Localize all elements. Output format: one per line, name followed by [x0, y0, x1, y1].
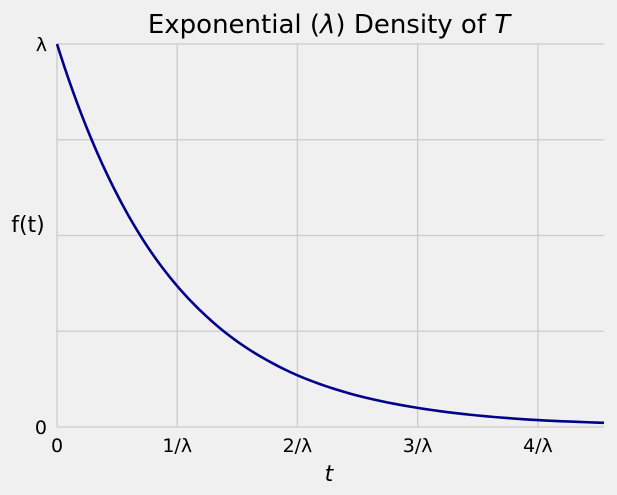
y-tick-label-0: 0: [35, 417, 47, 439]
title-symbol: λ: [318, 10, 335, 40]
y-tick-label-4: λ: [36, 34, 47, 56]
title-variable: T: [494, 10, 512, 40]
chart-title: Exponential (λ) Density of T: [148, 10, 512, 40]
curve-layer: [55, 43, 605, 425]
x-tick-label-1: 1/λ: [162, 435, 192, 457]
x-tick-label-0: 0: [51, 435, 63, 457]
title-middle: ) Density of: [335, 10, 494, 40]
density-curve-0: [55, 43, 605, 425]
tick-labels-layer: 0 1/λ 2/λ 3/λ 4/λ 0 λ: [35, 34, 553, 457]
x-axis-label: t: [325, 462, 335, 487]
title-prefix: Exponential (: [148, 10, 320, 40]
x-tick-label-4: 4/λ: [523, 435, 553, 457]
x-tick-label-3: 3/λ: [403, 435, 433, 457]
grid-layer: [56, 43, 604, 428]
y-axis-label: f(t): [11, 213, 45, 238]
x-tick-label-2: 2/λ: [283, 435, 313, 457]
